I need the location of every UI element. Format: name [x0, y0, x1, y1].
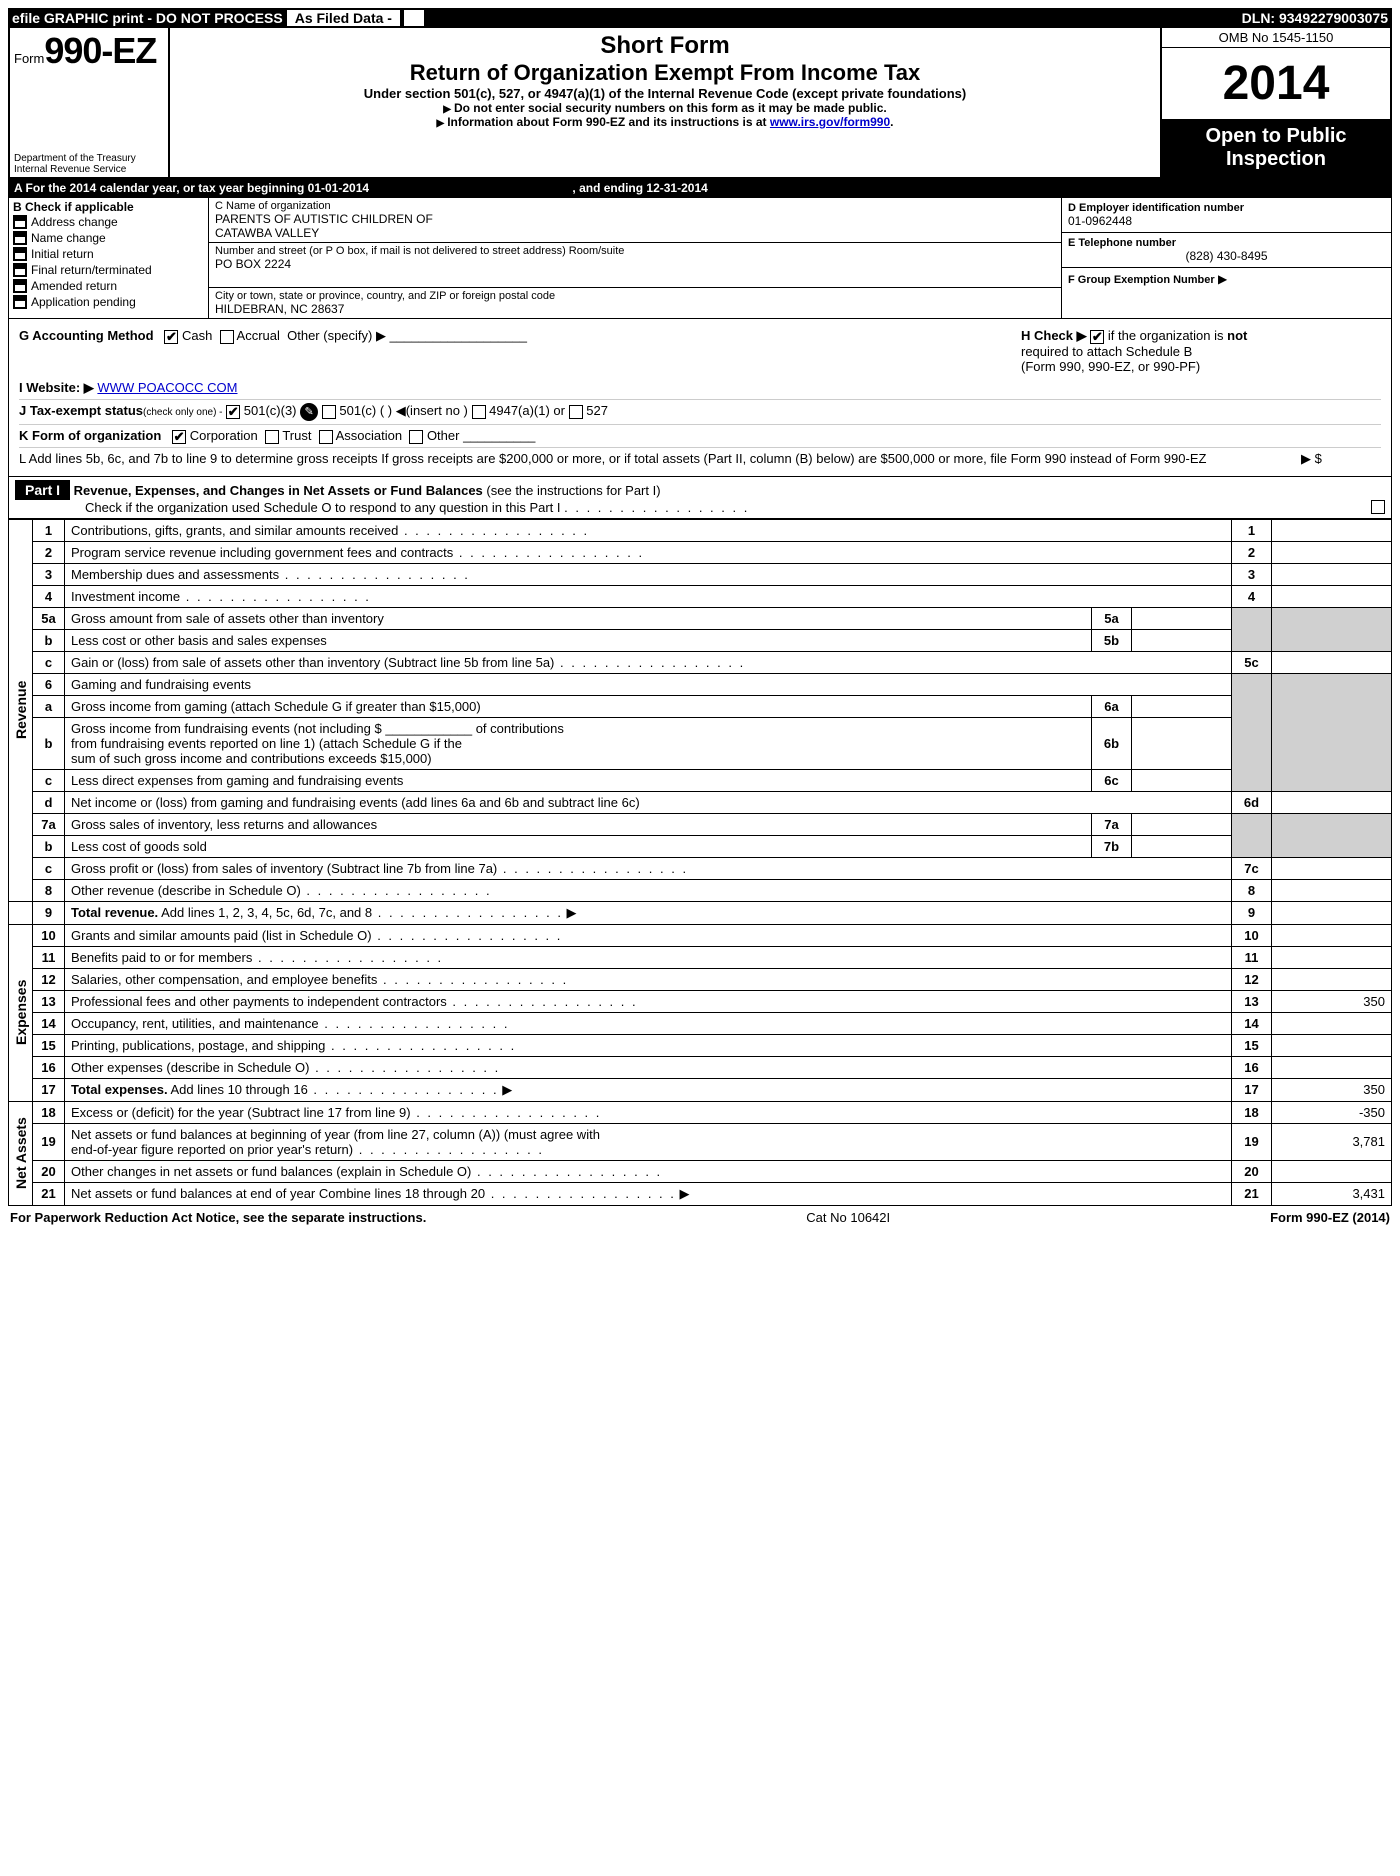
chk-name-change[interactable]: Name change [13, 230, 204, 246]
label-org-name: C Name of organization [215, 200, 1055, 212]
inspection: Inspection [1166, 148, 1386, 171]
chk-cash[interactable]: ✔ [164, 330, 178, 344]
chk-initial-return[interactable]: Initial return [13, 246, 204, 262]
line-g: G Accounting Method ✔ Cash Accrual Other… [19, 328, 527, 374]
note-info: Information about Form 990-EZ and its in… [178, 115, 1152, 129]
chk-final-return[interactable]: Final return/terminated [13, 262, 204, 278]
subtitle: Under section 501(c), 527, or 4947(a)(1)… [178, 86, 1152, 101]
revenue-label: Revenue [9, 519, 33, 901]
chk-schedo-part1[interactable] [1371, 500, 1385, 514]
line-l-amount: ▶ $ [1301, 451, 1381, 467]
page-footer: For Paperwork Reduction Act Notice, see … [8, 1206, 1392, 1229]
chk-sched-b[interactable]: ✔ [1090, 330, 1104, 344]
netassets-label: Net Assets [9, 1101, 33, 1205]
street: PO BOX 2224 [215, 257, 1055, 271]
chk-corp[interactable]: ✔ [172, 430, 186, 444]
form-ref: Form 990-EZ (2014) [1270, 1210, 1390, 1225]
org-name-1: PARENTS OF AUTISTIC CHILDREN OF [215, 212, 1055, 226]
main-title: Return of Organization Exempt From Incom… [178, 60, 1152, 86]
line-i: I Website: ▶ WWW POACOCC COM [19, 377, 1381, 399]
website-link[interactable]: WWW POACOCC COM [97, 380, 237, 395]
section-b-label: B Check if applicable [13, 200, 204, 214]
ghijkl-block: G Accounting Method ✔ Cash Accrual Other… [8, 319, 1392, 477]
chk-pending[interactable]: Application pending [13, 294, 204, 310]
open-public: Open to Public [1166, 125, 1386, 148]
chk-accrual[interactable] [220, 330, 234, 344]
chk-527[interactable] [569, 405, 583, 419]
short-form-title: Short Form [178, 32, 1152, 60]
part-1-header: Part I Revenue, Expenses, and Changes in… [8, 477, 1392, 519]
label-city: City or town, state or province, country… [215, 290, 1055, 302]
chk-address-change[interactable]: Address change [13, 214, 204, 230]
dept-irs: Internal Revenue Service [14, 164, 164, 175]
amt-21: 3,431 [1272, 1182, 1392, 1205]
line-j: J Tax-exempt status(check only one) - ✔ … [19, 399, 1381, 424]
paperwork-notice: For Paperwork Reduction Act Notice, see … [10, 1210, 426, 1225]
city: HILDEBRAN, NC 28637 [215, 302, 1055, 316]
label-ein: D Employer identification number [1068, 202, 1385, 214]
chk-4947[interactable] [472, 405, 486, 419]
amt-18: -350 [1272, 1101, 1392, 1123]
label-group-exempt: F Group Exemption Number [1068, 274, 1215, 286]
part-1-tag: Part I [15, 480, 70, 500]
chk-assoc[interactable] [319, 430, 333, 444]
blank-box [404, 10, 424, 26]
top-bar: efile GRAPHIC print - DO NOT PROCESS As … [8, 8, 1392, 28]
dln: DLN: 93492279003075 [1242, 10, 1388, 26]
org-name-2: CATAWBA VALLEY [215, 226, 1055, 240]
line-k: K Form of organization ✔ Corporation Tru… [19, 424, 1381, 447]
efile-label: efile GRAPHIC print - DO NOT PROCESS [12, 10, 283, 26]
chk-501c[interactable] [322, 405, 336, 419]
label-phone: E Telephone number [1068, 237, 1385, 249]
chk-trust[interactable] [265, 430, 279, 444]
tax-year: 2014 [1162, 48, 1390, 119]
line-h: H Check ▶ ✔ if the organization is not r… [1021, 328, 1381, 374]
chk-amended[interactable]: Amended return [13, 278, 204, 294]
dept-treasury: Department of the Treasury [14, 153, 164, 164]
expenses-label: Expenses [9, 924, 33, 1101]
cat-number: Cat No 10642I [806, 1210, 890, 1225]
note-ssn: Do not enter social security numbers on … [178, 101, 1152, 115]
asfiled-box: As Filed Data - [287, 10, 400, 26]
part-1-table: Revenue 1 Contributions, gifts, grants, … [8, 519, 1392, 1206]
omb-number: OMB No 1545-1150 [1162, 28, 1390, 48]
amt-13: 350 [1272, 990, 1392, 1012]
amt-19: 3,781 [1272, 1123, 1392, 1160]
phone: (828) 430-8495 [1068, 249, 1385, 263]
line-a: A For the 2014 calendar year, or tax yea… [8, 179, 1392, 197]
form-header: Form990-EZ Department of the Treasury In… [8, 28, 1392, 179]
label-street: Number and street (or P O box, if mail i… [215, 245, 1055, 257]
identity-section: B Check if applicable Address change Nam… [8, 197, 1392, 319]
amt-17: 350 [1272, 1078, 1392, 1101]
arrow-icon: ▶ [1218, 272, 1227, 286]
form-number: Form990-EZ [14, 30, 164, 72]
line-l: L Add lines 5b, 6c, and 7b to line 9 to … [19, 451, 1301, 467]
ein: 01-0962448 [1068, 214, 1385, 228]
chk-other-org[interactable] [409, 430, 423, 444]
chk-501c3[interactable]: ✔ [226, 405, 240, 419]
irs-link[interactable]: www.irs.gov/form990 [770, 115, 890, 129]
schedo-icon[interactable]: ✎ [300, 403, 318, 421]
